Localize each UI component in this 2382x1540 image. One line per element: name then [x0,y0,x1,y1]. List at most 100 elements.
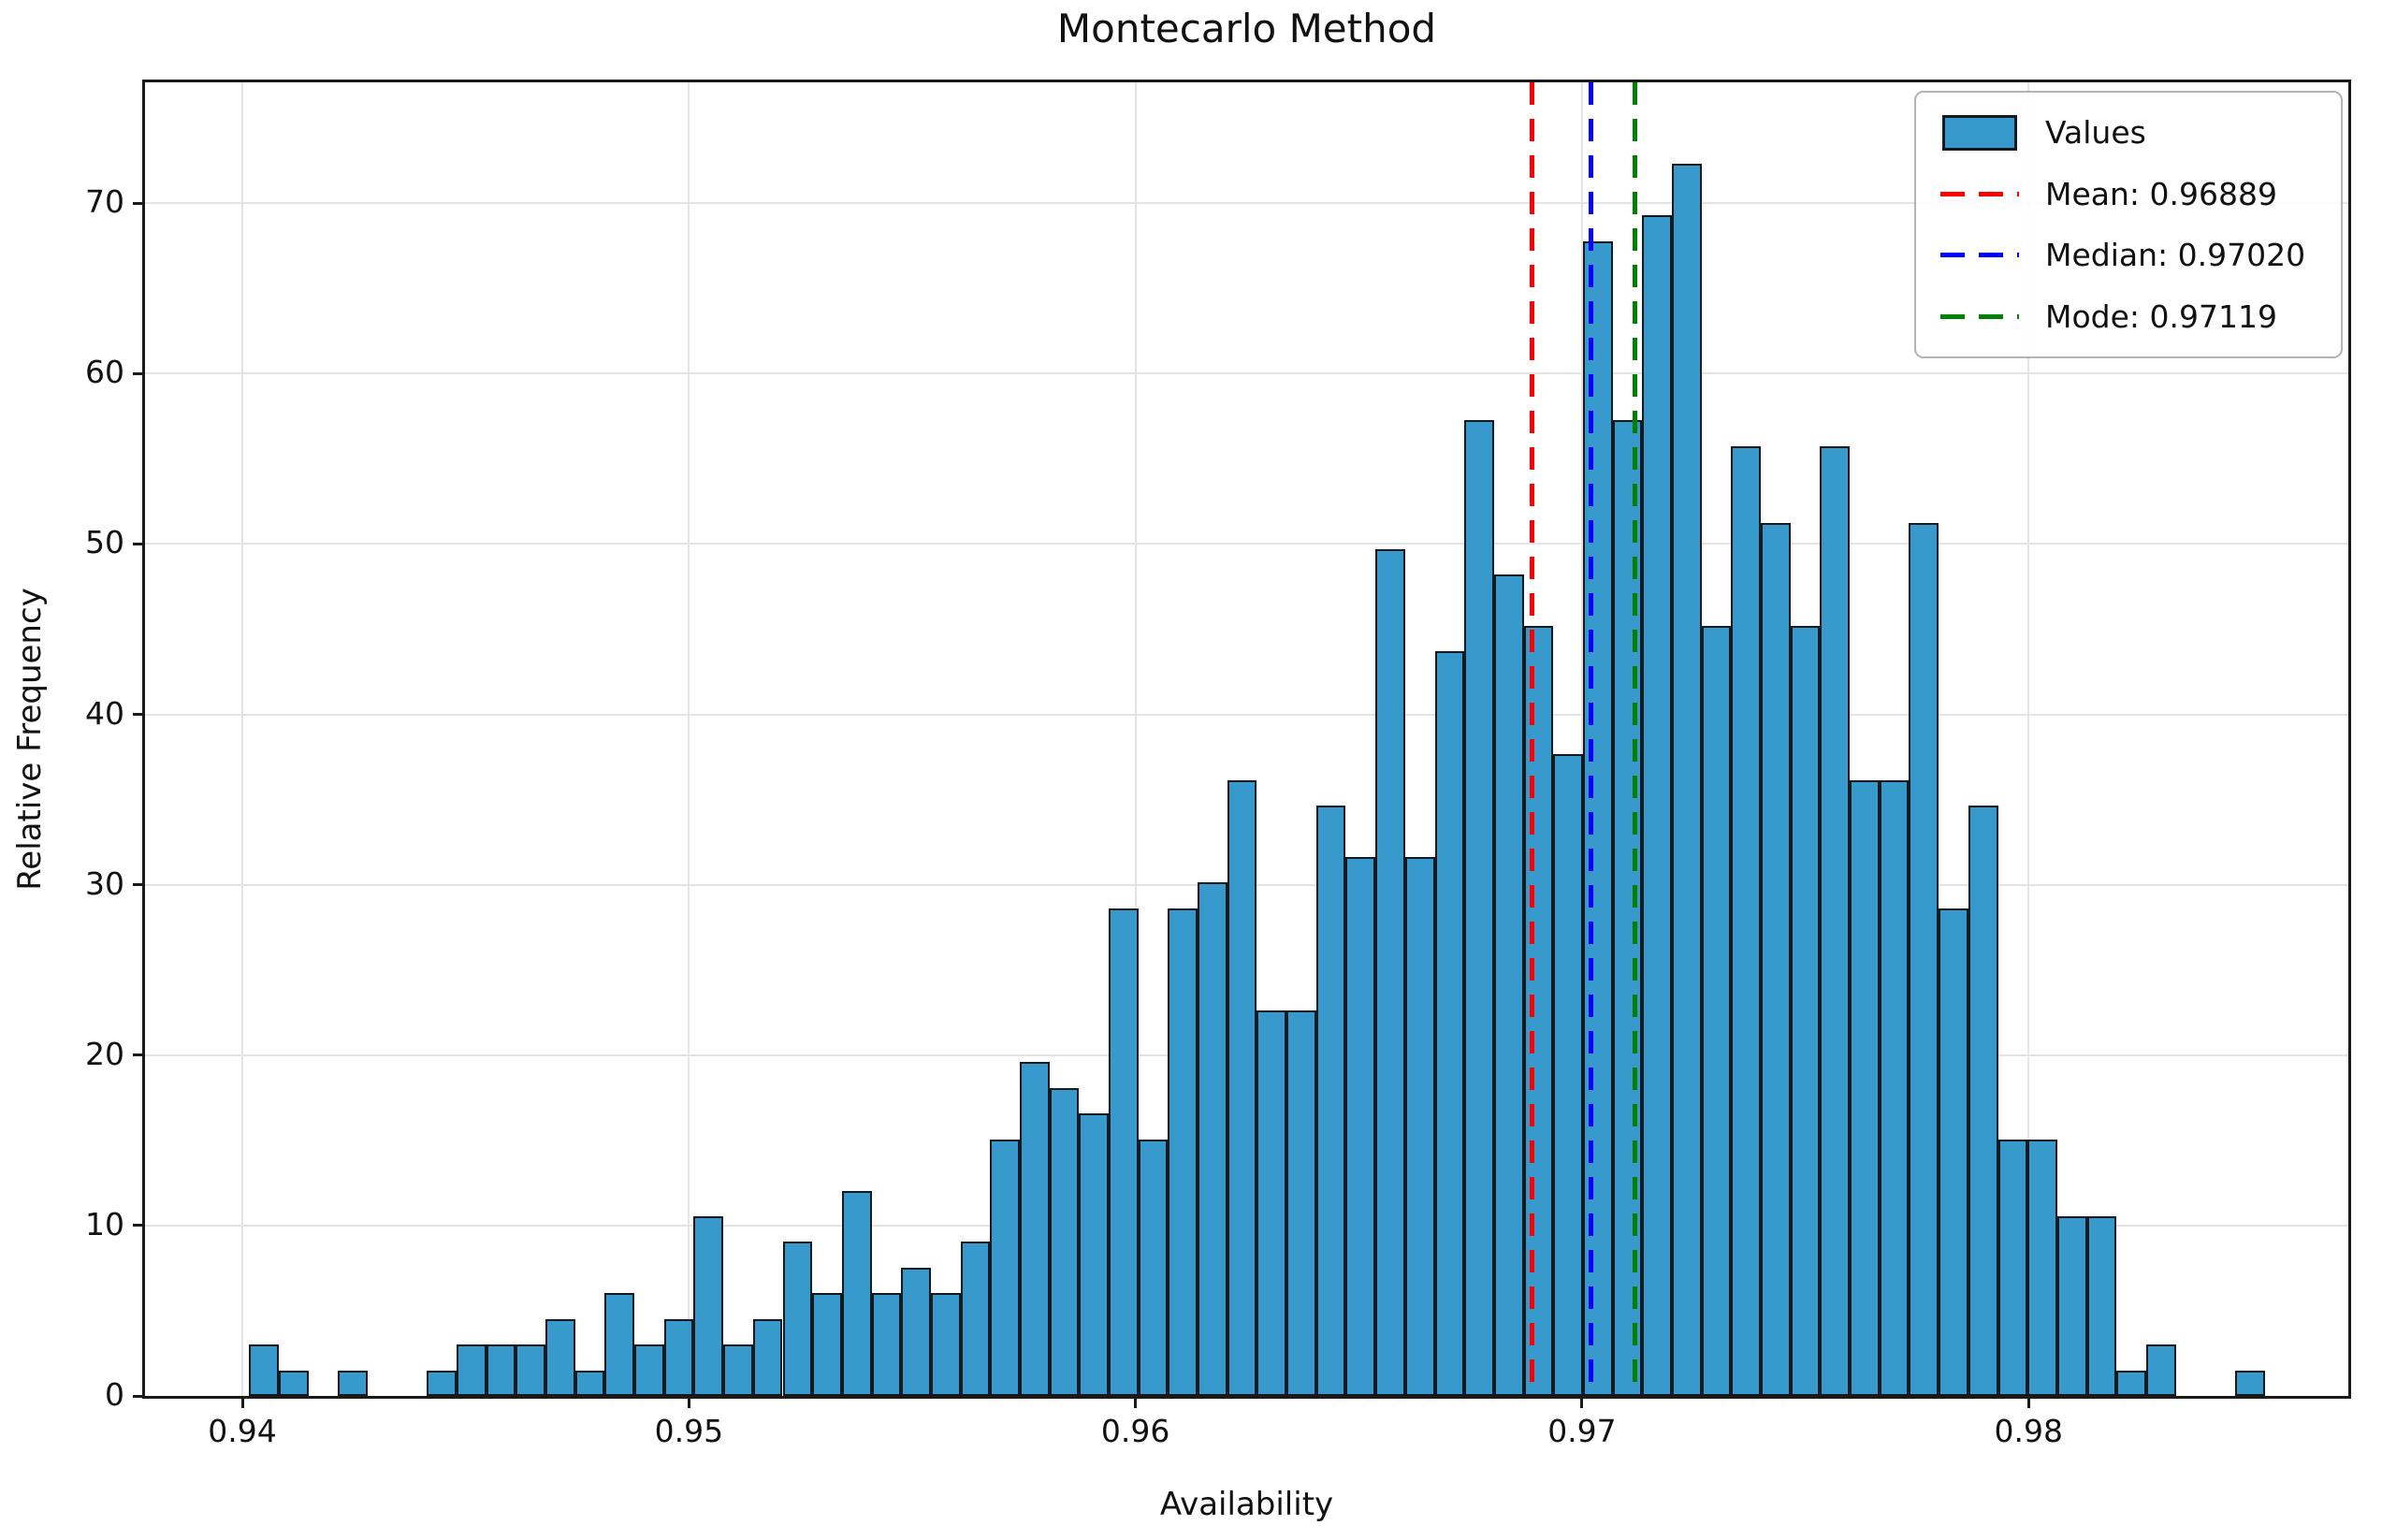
histogram-bar [1879,779,1910,1396]
histogram-bar [2056,1215,2087,1396]
histogram-bar [1761,523,1791,1396]
legend-swatch-box [1939,114,2021,151]
histogram-bar [574,1370,605,1396]
histogram-bar [2027,1139,2057,1396]
gridline-horizontal [145,713,2348,716]
histogram-bar [693,1215,724,1396]
histogram-bar [545,1318,575,1396]
histogram-bar [1315,806,1346,1396]
histogram-bar [1850,779,1880,1396]
histogram-bar [1701,625,1732,1396]
x-tick-label: 0.97 [1547,1413,1617,1449]
histogram-bar [1464,420,1494,1396]
histogram-bar [1019,1062,1050,1396]
y-tick-mark [133,542,145,545]
stat-line-median [1588,82,1593,1396]
histogram-bar [930,1293,961,1396]
y-tick-label: 30 [85,864,124,902]
histogram-bar [1582,240,1613,1396]
histogram-bar [901,1267,931,1396]
histogram-bar [1227,779,1257,1396]
histogram-bar [486,1344,516,1396]
y-tick-mark [133,1224,145,1228]
y-tick-label: 0 [105,1376,124,1413]
x-tick-mark [1580,1396,1584,1408]
legend-median-label: Median: 0.97020 [2045,237,2306,274]
histogram-bar [1997,1139,2028,1396]
histogram-bar [2145,1344,2176,1396]
histogram-bar [1968,806,1998,1396]
y-axis-label-wrap: Relative Frequency [6,82,54,1396]
histogram-bar [1345,856,1376,1396]
histogram-bar [990,1139,1020,1396]
legend-swatch-box [1939,253,2021,258]
gridline-vertical [1134,82,1137,1396]
histogram-bar [1820,445,1851,1396]
gridline-vertical [1580,82,1583,1396]
histogram-bar [427,1370,457,1396]
gridline-vertical [2027,82,2030,1396]
histogram-bar [456,1344,487,1396]
y-tick-mark [133,201,145,205]
histogram-bar [2116,1370,2146,1396]
y-tick-label: 70 [85,183,124,221]
histogram-bar [634,1344,664,1396]
histogram-bar [1404,856,1435,1396]
histogram-bar [1939,908,1968,1396]
legend-median-dash [1940,253,2019,258]
gridline-horizontal [145,202,2348,205]
legend-swatch-box [1939,313,2021,319]
histogram-bar [960,1242,991,1396]
x-tick-mark [687,1396,690,1408]
y-tick-label: 10 [85,1205,124,1242]
y-tick-mark [133,1394,145,1398]
histogram-bar [1079,1113,1109,1396]
histogram-bar [1286,1010,1316,1396]
legend-values-label: Values [2045,114,2146,152]
histogram-bar [1731,445,1762,1396]
histogram-bar [338,1370,368,1396]
gridline-vertical [241,82,244,1396]
histogram-bar [1049,1087,1080,1396]
histogram-bar [1375,548,1405,1396]
histogram-bar [1256,1010,1287,1396]
legend-values-swatch [1942,114,2017,151]
histogram-bar [1109,908,1139,1396]
histogram-bar [1909,523,1939,1396]
x-axis-label: Availability [1159,1486,1334,1523]
x-tick-label: 0.94 [208,1413,277,1449]
histogram-bar [2234,1370,2265,1396]
histogram-bar [782,1242,813,1396]
x-tick-mark [240,1396,244,1408]
gridline-horizontal [145,543,2348,545]
histogram-bar [723,1344,753,1396]
legend-mean-dash [1940,191,2019,196]
legend-mode-label: Mode: 0.97119 [2045,298,2277,335]
legend-swatch-box [1939,191,2021,196]
y-tick-mark [133,883,145,887]
legend-mean-label: Mean: 0.96889 [2045,175,2277,212]
histogram-bar [812,1293,842,1396]
histogram-bar [663,1318,694,1396]
histogram-bar [1493,574,1524,1396]
y-tick-mark [133,371,145,375]
histogram-bar [1790,625,1821,1396]
histogram-bar [1434,651,1465,1396]
y-tick-mark [133,713,145,717]
y-tick-label: 40 [85,694,124,732]
x-tick-label: 0.96 [1100,1413,1170,1449]
legend: Values Mean: 0.96889 Median: 0.97020 Mod… [1914,91,2343,358]
gridline-vertical [688,82,690,1396]
histogram-bar [2086,1215,2117,1396]
histogram-bar [278,1370,309,1396]
x-tick-label: 0.95 [654,1413,724,1449]
x-tick-mark [1134,1396,1138,1408]
histogram-bar [1553,754,1583,1396]
histogram-bar [1138,1139,1169,1396]
histogram-bar [516,1344,546,1396]
chart-title: Montecarlo Method [1056,6,1437,51]
gridline-horizontal [145,372,2348,375]
y-axis-label: Relative Frequency [11,588,50,891]
histogram-bar [752,1318,783,1396]
